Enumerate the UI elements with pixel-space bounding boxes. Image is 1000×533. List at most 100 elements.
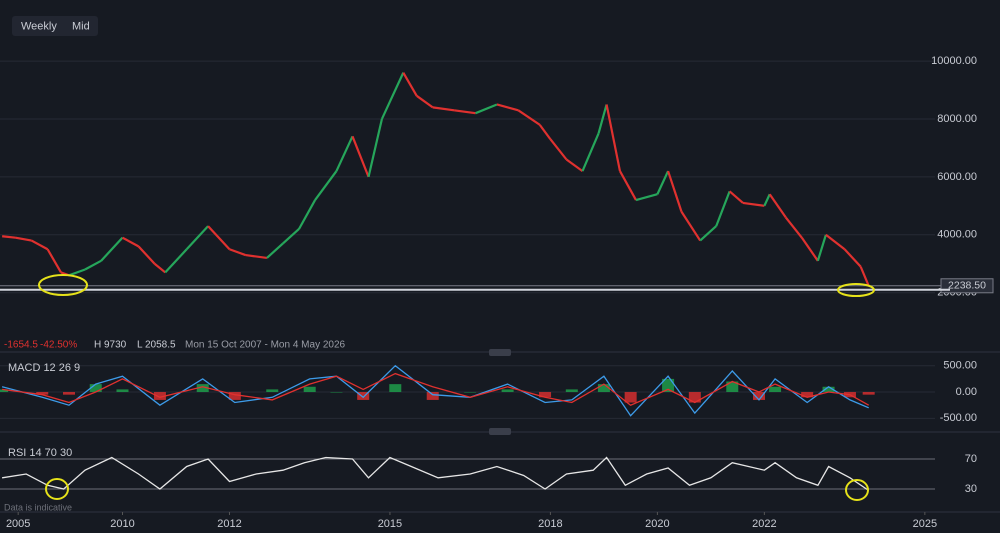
toolbar (12, 16, 98, 36)
histogram-bar (501, 389, 514, 393)
y-tick-label: 6000.00 (937, 171, 977, 183)
y-tick-label: 0.00 (956, 386, 977, 398)
resize-handle[interactable] (489, 349, 511, 356)
price-segment (31, 239, 49, 251)
price-segment (282, 228, 300, 245)
price-type-button[interactable]: Mid (72, 20, 90, 32)
price-segment (715, 190, 731, 227)
price-segment (229, 248, 246, 257)
resize-handle[interactable] (489, 428, 511, 435)
price-segment (549, 138, 568, 161)
price-segment (100, 236, 124, 262)
price-segment (768, 193, 787, 219)
price-segment (164, 248, 188, 274)
histogram-bar (389, 384, 402, 393)
date-range: Mon 15 Oct 2007 - Mon 4 May 2026 (185, 340, 346, 351)
price-segment (538, 124, 552, 140)
price-segment (742, 201, 765, 207)
interval-button[interactable]: Weekly (21, 20, 57, 32)
series-line (2, 372, 870, 406)
price-segment (816, 234, 827, 262)
price-segment (15, 236, 32, 242)
price-segment (416, 94, 434, 109)
change-pct: -42.50% (40, 340, 77, 351)
highlight (837, 283, 875, 297)
price-segment (800, 237, 819, 262)
price-segment (121, 236, 140, 248)
histogram-bar (266, 389, 279, 393)
histogram-bar (753, 392, 766, 400)
histogram-bar (688, 392, 701, 403)
price-segment (380, 72, 405, 120)
footnote: Data is indicative (4, 502, 72, 512)
price-segment (581, 133, 600, 172)
x-tick-label: 2020 (645, 518, 669, 530)
price-segment (843, 248, 862, 268)
histogram-bar (822, 386, 835, 393)
panel-title: MACD 12 26 9 (8, 362, 80, 374)
price-segment (153, 262, 166, 274)
histogram-bar (228, 392, 241, 400)
panel-title: RSI 14 70 30 (8, 447, 72, 459)
price-segment (367, 118, 383, 178)
histogram-bar (565, 389, 578, 393)
price-segment (453, 109, 476, 115)
histogram-bar (357, 392, 370, 400)
price-segment (245, 253, 268, 260)
y-tick-label: 4000.00 (937, 229, 977, 241)
price-label: 2238.50 (948, 280, 986, 292)
histogram-bar (464, 392, 477, 393)
histogram-bar (662, 378, 675, 393)
price-segment (680, 211, 702, 242)
price-segment (565, 158, 584, 172)
price-segment (475, 103, 498, 115)
histogram-bar (116, 389, 129, 393)
price-segment (351, 135, 370, 178)
histogram-bar (0, 389, 9, 393)
y-tick-label: 10000.00 (931, 55, 977, 67)
price-segment (2, 235, 16, 239)
histogram-bar (597, 384, 610, 393)
change: -1654.5 (4, 340, 38, 351)
x-tick-label: 2022 (752, 518, 776, 530)
histogram-bar (769, 386, 782, 393)
histogram-bar (153, 392, 166, 400)
price-segment (605, 104, 622, 172)
high: H 9730 (94, 340, 127, 351)
price-segment (402, 72, 418, 97)
price-segment (763, 193, 771, 207)
highlight (845, 479, 869, 501)
price-segment (825, 233, 846, 251)
price-segment (46, 248, 62, 273)
price-segment (859, 266, 870, 287)
histogram-bar (801, 392, 814, 398)
price-segment (496, 103, 519, 112)
price-label-box (940, 278, 994, 294)
histogram-bar (89, 384, 102, 393)
price-segment (185, 225, 209, 251)
highlight (45, 478, 69, 500)
y-tick-label: 30 (965, 483, 977, 495)
price-segment (667, 170, 683, 212)
histogram-bar (63, 392, 76, 395)
histogram-bar (726, 381, 739, 393)
x-tick-label: 2005 (6, 518, 30, 530)
price-segment (335, 135, 354, 172)
histogram-bar (36, 392, 49, 395)
y-tick-label: 70 (965, 453, 977, 465)
price-segment (298, 199, 317, 230)
price-segment (84, 259, 102, 271)
y-tick-label: -500.00 (940, 412, 977, 424)
price-segment (207, 225, 231, 251)
histogram-bar (303, 386, 316, 393)
x-tick-label: 2012 (217, 518, 241, 530)
price-segment (635, 193, 658, 202)
highlight (38, 274, 88, 296)
y-tick-label: 8000.00 (937, 113, 977, 125)
price-segment (784, 216, 803, 239)
price-segment (314, 170, 338, 201)
price-segment (699, 225, 717, 242)
